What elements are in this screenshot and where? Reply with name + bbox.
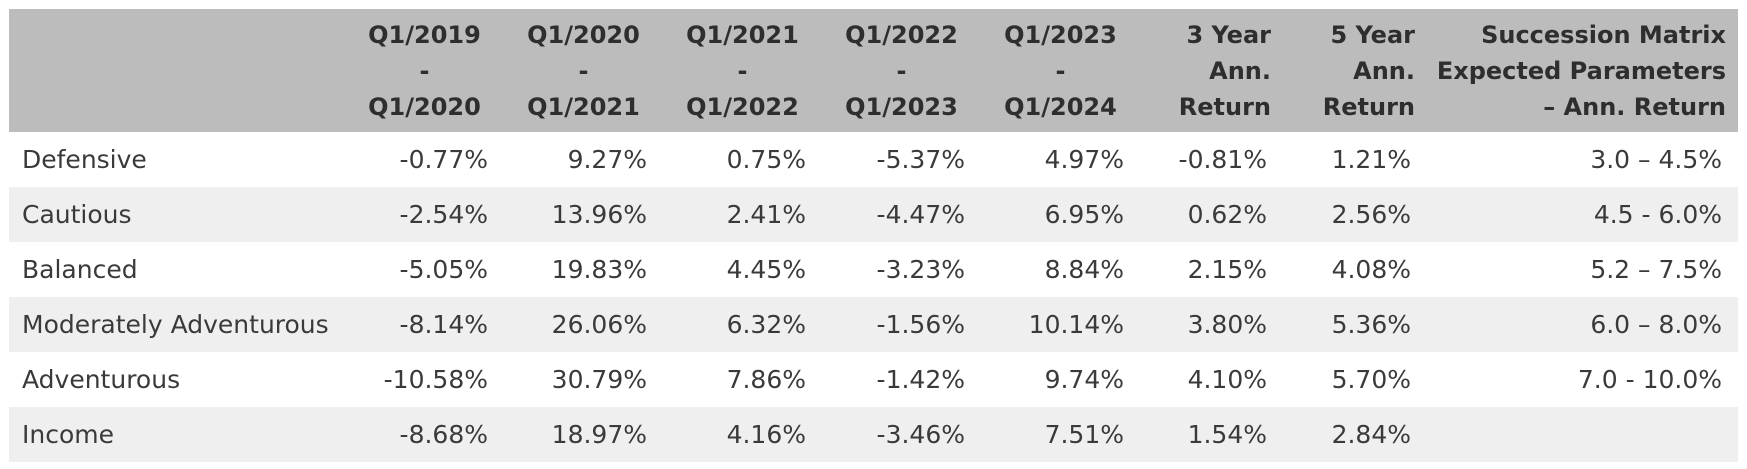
header-line: - [419, 56, 430, 85]
value-cell: 7.0 - 10.0% [1577, 365, 1722, 394]
value-cell: 1.21% [1331, 145, 1411, 174]
header-line: Return [1178, 92, 1271, 121]
header-cell: Q1/2021 - Q1/2022 [663, 9, 822, 132]
value-cell: 4.16% [663, 407, 822, 462]
table-row: Adventurous -10.58% 30.79% 7.86% -1.42% 9.74%… [9, 352, 1738, 407]
value-cell: 7.51% [981, 407, 1140, 462]
value-cell: 4.08% [1331, 255, 1411, 284]
value-cell: 5.2 – 7.5% [1590, 255, 1722, 284]
header-line: Q1/2023 [1004, 20, 1117, 49]
returns-table: Q1/2019- Q1/2020 Q1/2020- Q1/2021 Q1/2021- Q1… [9, 9, 1738, 462]
header-cell: Q1/2020 - Q1/2021 [504, 9, 663, 132]
value-cell: 0.62% [1140, 187, 1283, 242]
header-line: Q1/2024 [1004, 92, 1117, 121]
value-cell: -0.81% [1178, 145, 1267, 174]
header-blank [9, 9, 345, 132]
header-row: Q1/2019- Q1/2020 Q1/2020- Q1/2021 Q1/2021- Q1… [9, 9, 1738, 132]
value-cell: 8.84% [1044, 255, 1124, 284]
row-label: Cautious [9, 187, 345, 242]
value-cell: 0.75% [726, 145, 806, 174]
table-container: Q1/2019- Q1/2020 Q1/2020- Q1/2021 Q1/2021- Q1… [9, 9, 1738, 462]
value-cell: 4.5 - 6.0% [1427, 187, 1738, 242]
header-line: Q1/2019 [368, 20, 481, 49]
value-cell: 4.97% [1044, 145, 1124, 174]
header-line: - [737, 56, 748, 85]
value-cell: 2.56% [1283, 187, 1427, 242]
value-cell: -1.56% [822, 297, 981, 352]
header-line: Expected Parameters [1436, 56, 1726, 85]
header-line: Q1/2023 [845, 92, 958, 121]
table-row: Balanced -5.05% 19.83% 4.45% -3.23% 8.84% 2.15… [9, 242, 1738, 297]
table-row: Moderately Adventurous -8.14% 26.06% 6.32% -… [9, 297, 1738, 352]
value-cell: 4.10% [1187, 365, 1267, 394]
value-cell: -8.14% [345, 297, 504, 352]
value-cell: -1.42% [876, 365, 965, 394]
value-cell: 3.0 – 4.5% [1590, 145, 1722, 174]
header-line: Ann. [1353, 56, 1415, 85]
value-cell: -10.58% [383, 365, 488, 394]
header-line: Succession Matrix [1481, 20, 1726, 49]
value-cell: 6.32% [663, 297, 822, 352]
header-cell: 5 Year Ann. Return [1283, 9, 1427, 132]
value-cell: 7.86% [726, 365, 806, 394]
value-cell: 9.74% [1044, 365, 1124, 394]
value-cell: 9.27% [567, 145, 647, 174]
header-line: - [578, 56, 589, 85]
value-cell: 2.15% [1187, 255, 1267, 284]
row-label: Defensive [22, 145, 147, 174]
header-line: – Ann. Return [1543, 92, 1726, 121]
header-line: - [1055, 56, 1066, 85]
header-line: Q1/2022 [845, 20, 958, 49]
header-line: Q1/2020 [368, 92, 481, 121]
value-cell: 6.0 – 8.0% [1427, 297, 1738, 352]
header-cell: 3 Year Ann. Return [1140, 9, 1283, 132]
value-cell: 5.70% [1331, 365, 1411, 394]
header-line: Ann. [1209, 56, 1271, 85]
value-cell: 10.14% [981, 297, 1140, 352]
header-line: Q1/2021 [527, 92, 640, 121]
value-cell: -3.23% [876, 255, 965, 284]
value-cell: 13.96% [504, 187, 663, 242]
header-line: 5 Year [1330, 20, 1415, 49]
value-cell: 18.97% [504, 407, 663, 462]
header-cell: Q1/2019 - Q1/2020 [345, 9, 504, 132]
table-row: Defensive -0.77% 9.27% 0.75% -5.37% 4.97% -0.8… [9, 132, 1738, 187]
value-cell: 1.54% [1140, 407, 1283, 462]
value-cell: 2.84% [1283, 407, 1427, 462]
table-row: Cautious -2.54% 13.96% 2.41% -4.47% 6.95% 0.62… [9, 187, 1738, 242]
header-cell: Q1/2022 - Q1/2023 [822, 9, 981, 132]
value-cell: -2.54% [345, 187, 504, 242]
header-line: Q1/2021 [686, 20, 799, 49]
header-line: Q1/2022 [686, 92, 799, 121]
value-cell: 26.06% [504, 297, 663, 352]
header-line: Return [1322, 92, 1415, 121]
value-cell: 30.79% [551, 365, 647, 394]
row-label: Income [9, 407, 345, 462]
value-cell: 5.36% [1283, 297, 1427, 352]
value-cell: 2.41% [663, 187, 822, 242]
header-line: - [896, 56, 907, 85]
table-body: Defensive -0.77% 9.27% 0.75% -5.37% 4.97% -0.8… [9, 132, 1738, 462]
value-cell: 6.95% [981, 187, 1140, 242]
value-cell: -4.47% [822, 187, 981, 242]
row-label: Moderately Adventurous [9, 297, 345, 352]
row-label: Adventurous [22, 365, 181, 394]
value-cell: 4.45% [726, 255, 806, 284]
value-cell: -8.68% [345, 407, 504, 462]
header-line: 3 Year [1186, 20, 1271, 49]
header-cell: Succession Matrix Expected Parameters – An… [1427, 9, 1738, 132]
value-cell: -5.05% [399, 255, 488, 284]
value-cell: -5.37% [876, 145, 965, 174]
value-cell: -3.46% [822, 407, 981, 462]
value-cell: -0.77% [399, 145, 488, 174]
header-cell: Q1/2023 - Q1/2024 [981, 9, 1140, 132]
table-row: Income -8.68% 18.97% 4.16% -3.46% 7.51% 1.54% 2… [9, 407, 1738, 462]
empty-cell [1427, 407, 1738, 462]
row-label: Balanced [22, 255, 138, 284]
value-cell: 19.83% [551, 255, 647, 284]
value-cell: 3.80% [1140, 297, 1283, 352]
header-line: Q1/2020 [527, 20, 640, 49]
